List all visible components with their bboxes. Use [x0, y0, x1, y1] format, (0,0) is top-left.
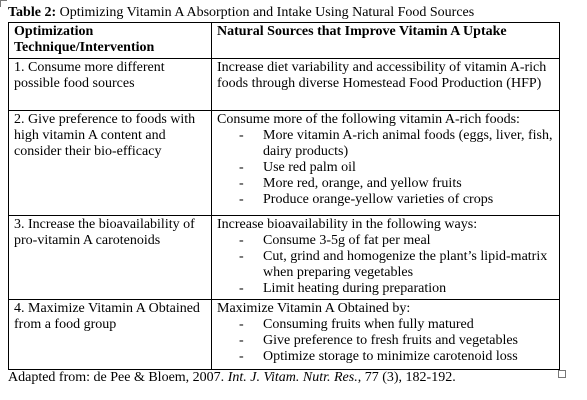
bullet-item: Consuming fruits when fully matured — [217, 317, 554, 333]
table-row: 3. Increase the bioavailability of pro-v… — [8, 215, 560, 300]
table: Optimization Technique/Intervention Natu… — [8, 22, 560, 370]
table-body: 1. Consume more different possible food … — [8, 58, 560, 370]
sources-cell: Increase diet variability and accessibil… — [211, 58, 560, 111]
bullet-item: Use red palm oil — [217, 160, 554, 176]
sources-cell: Increase bioavailability in the followin… — [211, 215, 560, 300]
header-cell: Optimization Technique/Intervention — [8, 22, 212, 59]
footnote-details: , 77 (3), 182-192. — [357, 370, 456, 385]
bullet-item: Limit heating during preparation — [217, 281, 554, 297]
footnote-source: Adapted from: de Pee & Bloem, 2007. — [8, 370, 225, 385]
sources-intro: Maximize Vitamin A Obtained by: — [217, 301, 411, 316]
bullet-item: Cut, grind and homogenize the plant’s li… — [217, 249, 554, 281]
corner-mark — [0, 0, 7, 7]
table-row: 2. Give preference to foods with high vi… — [8, 110, 560, 216]
table-row: 1. Consume more different possible food … — [8, 58, 560, 111]
technique-cell: 2. Give preference to foods with high vi… — [8, 110, 212, 216]
bullet-item: Consume 3-5g of fat per meal — [217, 233, 554, 249]
sources-cell: Maximize Vitamin A Obtained by:Consuming… — [211, 299, 560, 370]
sources-intro: Increase diet variability and accessibil… — [217, 60, 547, 91]
footnote: Adapted from: de Pee & Bloem, 2007. Int.… — [8, 370, 456, 386]
bullet-item: Optimize storage to minimize carotenoid … — [217, 349, 554, 365]
header-cell: Natural Sources that Improve Vitamin A U… — [211, 22, 560, 59]
footnote-journal: Int. J. Vitam. Nutr. Res. — [227, 370, 358, 385]
caption-label: Table 2: — [8, 5, 57, 20]
table-row: 4. Maximize Vitamin A Obtained from a fo… — [8, 299, 560, 370]
technique-cell: 3. Increase the bioavailability of pro-v… — [8, 215, 212, 300]
technique-cell: 4. Maximize Vitamin A Obtained from a fo… — [8, 299, 212, 370]
bullet-list: Consume 3-5g of fat per mealCut, grind a… — [217, 233, 554, 297]
header-row: Optimization Technique/Intervention Natu… — [8, 22, 560, 59]
sources-cell: Consume more of the following vitamin A-… — [211, 110, 560, 216]
bullet-list: More vitamin A-rich animal foods (eggs, … — [217, 128, 554, 208]
sources-intro: Consume more of the following vitamin A-… — [217, 112, 520, 127]
sources-intro: Increase bioavailability in the followin… — [217, 217, 478, 232]
caption-text: Optimizing Vitamin A Absorption and Inta… — [59, 5, 475, 20]
technique-cell: 1. Consume more different possible food … — [8, 58, 212, 111]
bullet-item: Produce orange-yellow varieties of crops — [217, 192, 554, 208]
corner-mark — [558, 370, 566, 378]
bullet-item: More red, orange, and yellow fruits — [217, 176, 554, 192]
bullet-list: Consuming fruits when fully maturedGive … — [217, 317, 554, 365]
bullet-item: More vitamin A-rich animal foods (eggs, … — [217, 128, 554, 160]
bullet-item: Give preference to fresh fruits and vege… — [217, 333, 554, 349]
caption: Table 2: Optimizing Vitamin A Absorption… — [8, 5, 474, 21]
